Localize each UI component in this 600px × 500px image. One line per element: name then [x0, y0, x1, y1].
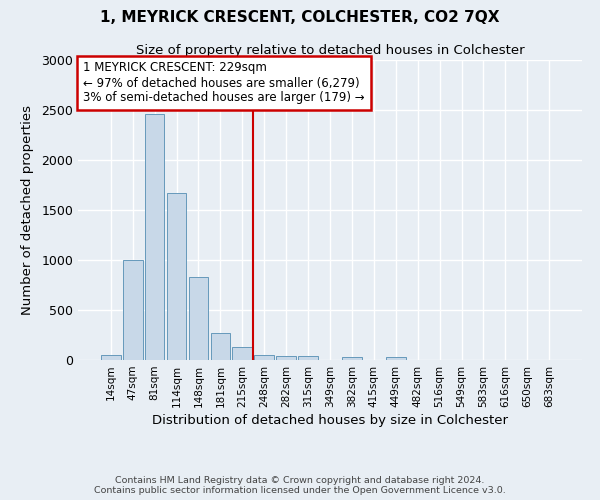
Y-axis label: Number of detached properties: Number of detached properties [22, 105, 34, 315]
Bar [276, 356, 296, 360]
Bar [188, 277, 208, 360]
Bar [342, 356, 362, 360]
Bar [145, 114, 164, 360]
Text: 1, MEYRICK CRESCENT, COLCHESTER, CO2 7QX: 1, MEYRICK CRESCENT, COLCHESTER, CO2 7QX [100, 10, 500, 25]
Bar [232, 347, 252, 360]
Bar [211, 332, 230, 360]
X-axis label: Distribution of detached houses by size in Colchester: Distribution of detached houses by size … [152, 414, 508, 427]
Text: Contains HM Land Registry data © Crown copyright and database right 2024.
Contai: Contains HM Land Registry data © Crown c… [94, 476, 506, 495]
Bar [101, 354, 121, 360]
Bar [386, 357, 406, 360]
Bar [123, 260, 143, 360]
Text: 1 MEYRICK CRESCENT: 229sqm
← 97% of detached houses are smaller (6,279)
3% of se: 1 MEYRICK CRESCENT: 229sqm ← 97% of deta… [83, 62, 365, 104]
Title: Size of property relative to detached houses in Colchester: Size of property relative to detached ho… [136, 44, 524, 58]
Bar [298, 356, 318, 360]
Bar [167, 193, 187, 360]
Bar [254, 354, 274, 360]
